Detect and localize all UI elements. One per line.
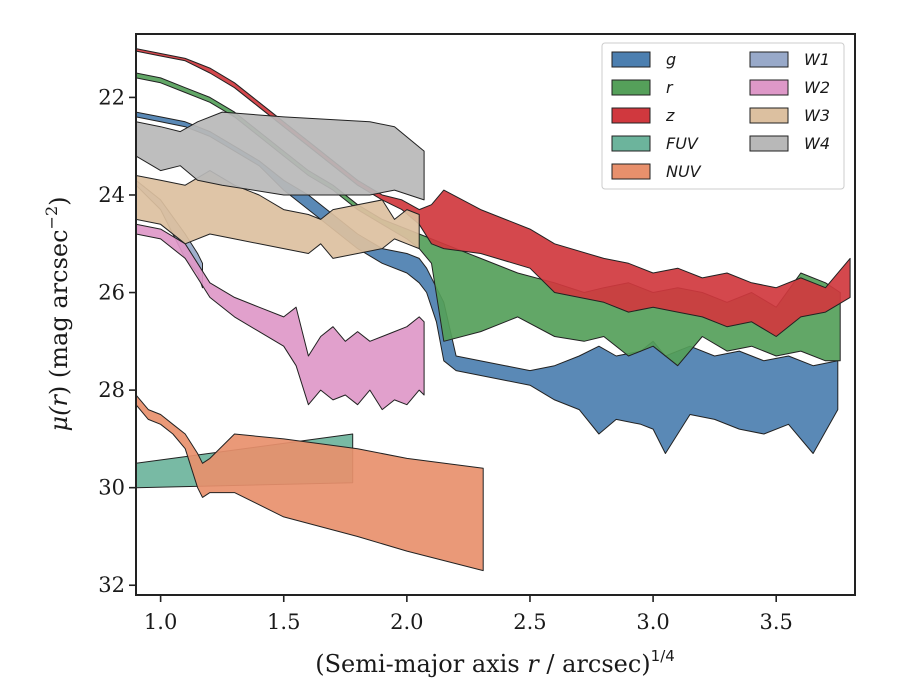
y-tick-label: 28: [98, 378, 125, 402]
x-tick-label: 1.0: [144, 610, 177, 634]
x-tick-label: 2.0: [390, 610, 423, 634]
legend-label-w3: W3: [804, 106, 830, 125]
legend-label-z: z: [665, 106, 675, 125]
x-tick-label: 3.0: [636, 610, 669, 634]
legend-label-w1: W1: [804, 50, 830, 69]
legend-swatch-nuv: [611, 163, 651, 180]
legend-label-w2: W2: [804, 78, 830, 97]
y-tick-label: 26: [98, 281, 125, 305]
legend-swatch-w3: [749, 107, 789, 124]
legend-swatch-w2: [749, 79, 789, 96]
y-tick-label: 22: [98, 85, 125, 109]
series-band-nuv: [136, 394, 484, 572]
legend-swatch-g: [611, 51, 651, 68]
legend-label-nuv: NUV: [666, 162, 702, 181]
x-axis-label: (Semi-major axis r / arcsec)1/4: [315, 647, 675, 678]
y-axis-label: μ(r) (mag arcsec−2): [42, 196, 73, 431]
legend-swatch-w1: [749, 51, 789, 68]
x-tick-label: 1.5: [267, 610, 300, 634]
y-tick-label: 24: [98, 183, 125, 207]
legend-label-g: g: [666, 50, 676, 69]
legend-label-fuv: FUV: [666, 134, 699, 153]
x-tick-label: 2.5: [513, 610, 546, 634]
legend-swatch-r: [611, 79, 651, 96]
y-tick-label: 32: [98, 573, 125, 597]
series-band-w3: [136, 170, 420, 259]
legend: grz FUV NUV W1 W2 W3 W4: [601, 42, 845, 190]
legend-label-r: r: [666, 78, 674, 97]
x-tick-label: 3.5: [760, 610, 793, 634]
series-band-g: [136, 111, 839, 454]
plot-frame: [135, 33, 856, 596]
series-layer: [136, 48, 851, 572]
y-tick-label: 30: [98, 476, 125, 500]
x-axis: 1.0 1.5 2.0 2.5 3.0 3.5: [144, 595, 793, 634]
legend-swatch-w4: [749, 135, 789, 152]
series-band-w4: [136, 111, 425, 201]
legend-swatch-z: [611, 107, 651, 124]
series-band-w2: [136, 223, 425, 411]
y-axis: 22 24 26 28 30 32: [98, 85, 136, 597]
legend-label-w4: W4: [804, 134, 830, 153]
legend-swatch-fuv: [611, 135, 651, 152]
